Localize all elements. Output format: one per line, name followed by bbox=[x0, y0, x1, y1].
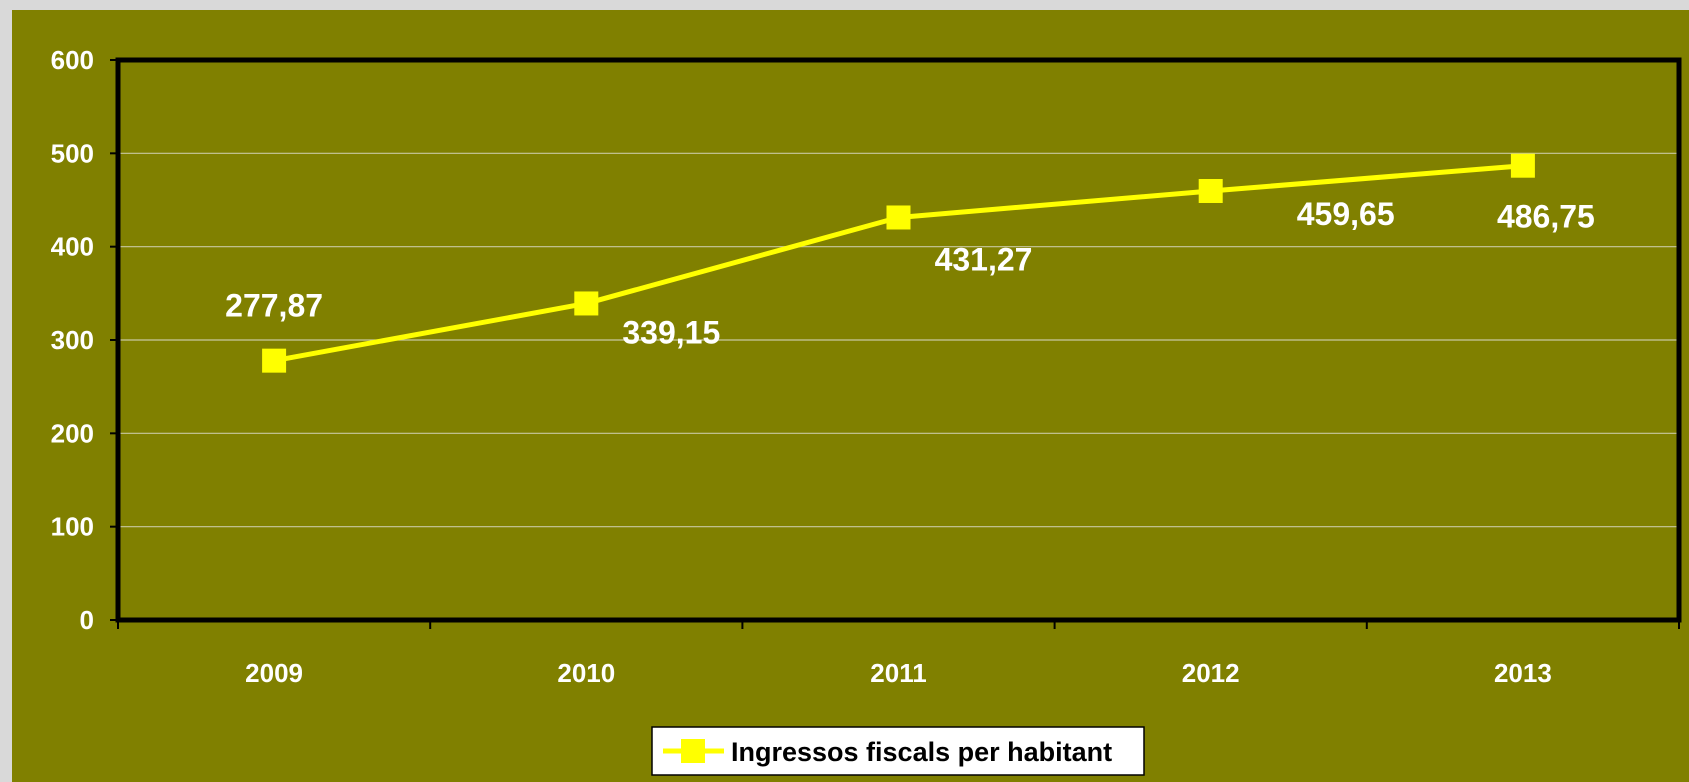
data-label: 277,87 bbox=[225, 288, 323, 324]
x-tick-label: 2010 bbox=[557, 658, 615, 688]
x-tick-label: 2009 bbox=[245, 658, 303, 688]
y-axis: 0 100 200 300 400 500 600 bbox=[51, 45, 118, 635]
data-point-marker bbox=[1198, 178, 1223, 203]
y-tick-label: 400 bbox=[51, 232, 94, 262]
y-tick-label: 200 bbox=[51, 418, 94, 448]
data-point-marker bbox=[574, 291, 599, 316]
series bbox=[262, 153, 1535, 373]
y-tick-label: 0 bbox=[80, 605, 94, 635]
legend-label: Ingressos fiscals per habitant bbox=[731, 737, 1112, 767]
plot-area-border bbox=[115, 57, 1682, 623]
data-point-marker bbox=[886, 205, 911, 230]
x-axis: 2009 2010 2011 2012 2013 bbox=[117, 620, 1680, 688]
series-line bbox=[273, 163, 1524, 364]
data-label: 459,65 bbox=[1297, 196, 1395, 232]
x-tick-label: 2012 bbox=[1182, 658, 1240, 688]
y-tick-label: 600 bbox=[51, 45, 94, 75]
data-label: 339,15 bbox=[622, 314, 720, 350]
data-point-marker bbox=[1510, 153, 1535, 178]
y-tick-label: 100 bbox=[51, 512, 94, 542]
data-labels: 277,87 339,15 431,27 459,65 486,75 bbox=[225, 196, 1595, 350]
data-label: 486,75 bbox=[1497, 199, 1595, 235]
chart-background bbox=[12, 10, 1689, 782]
legend: Ingressos fiscals per habitant bbox=[651, 726, 1145, 776]
y-tick-label: 300 bbox=[51, 325, 94, 355]
x-tick-label: 2013 bbox=[1494, 658, 1552, 688]
legend-box bbox=[651, 726, 1145, 776]
data-label: 431,27 bbox=[935, 241, 1033, 277]
legend-marker-swatch bbox=[681, 739, 705, 763]
x-tick-label: 2011 bbox=[870, 658, 926, 688]
y-tick-label: 500 bbox=[51, 138, 94, 168]
data-point-marker bbox=[262, 348, 287, 373]
